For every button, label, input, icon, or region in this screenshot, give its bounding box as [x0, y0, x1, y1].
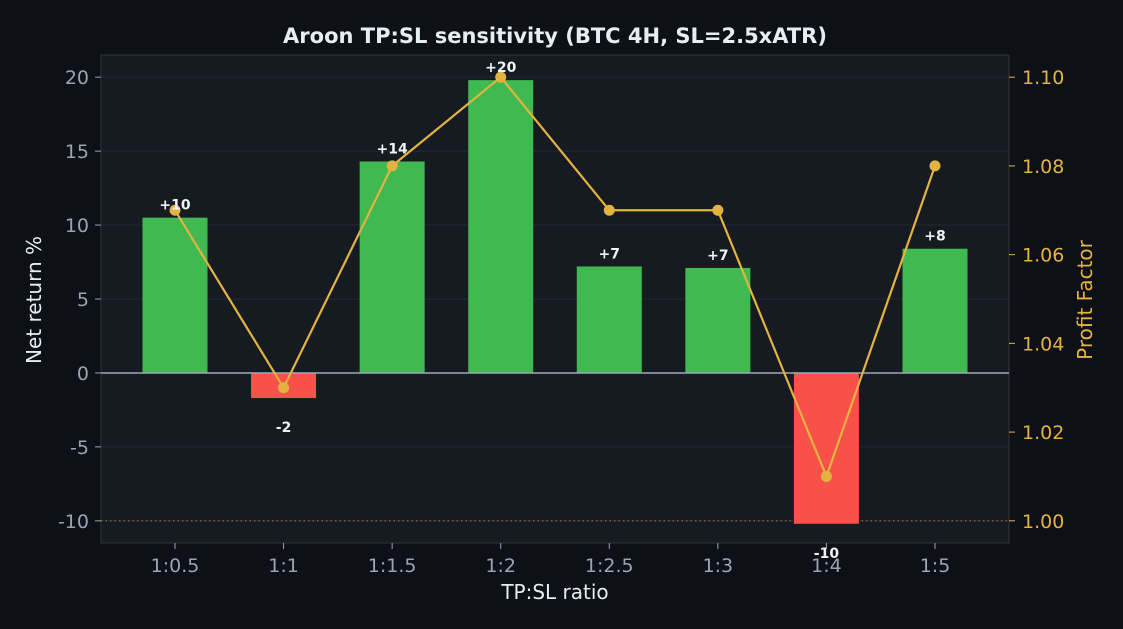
- profit-factor-line: [174, 76, 937, 478]
- bar: [142, 217, 208, 373]
- bar-data-label: +7: [599, 246, 620, 262]
- bar: [468, 80, 534, 373]
- axes-layer: -10 -5 0 5 10 15 20 1.00 1.02 1.04 1.06 1.08 1.10 1:0…: [58, 67, 1064, 577]
- profit-factor-point: [495, 71, 507, 83]
- y-axis-title: Net return %: [22, 236, 46, 364]
- bar-data-label: +7: [707, 248, 728, 264]
- x-tick-label: 1:3: [703, 555, 734, 577]
- profit-factor-point: [820, 470, 832, 482]
- x-tick-label: 1:1: [268, 555, 299, 577]
- bar-data-label: +8: [924, 229, 945, 245]
- profit-factor-point: [603, 204, 615, 216]
- labels-layer: +10 -2 +14 +20 +7 +7 -10 +8: [159, 60, 945, 562]
- y-tick-label: 0: [77, 363, 89, 385]
- y2-axis-title: Profit Factor: [1073, 239, 1097, 360]
- bar: [359, 161, 425, 373]
- bar: [685, 267, 751, 373]
- profit-factor-point: [712, 204, 724, 216]
- bar: [793, 372, 859, 524]
- y2-tick-label: 1.06: [1022, 245, 1064, 267]
- chart-title: Aroon TP:SL sensitivity (BTC 4H, SL=2.5x…: [283, 24, 827, 48]
- y2-tick-label: 1.10: [1022, 67, 1064, 89]
- x-axis-title: TP:SL ratio: [500, 580, 608, 604]
- bar: [902, 248, 968, 373]
- y-tick-label: 10: [65, 215, 89, 237]
- y2-tick-label: 1.08: [1022, 156, 1064, 178]
- bar-data-label: +20: [485, 60, 516, 76]
- x-tick-label: 1:0.5: [151, 555, 200, 577]
- y-tick-label: 5: [77, 289, 89, 311]
- y-tick-label: -5: [70, 437, 89, 459]
- y2-tick-label: 1.04: [1022, 333, 1064, 355]
- bar: [576, 266, 642, 373]
- bar-data-label: +10: [159, 198, 190, 214]
- bar-data-label: -10: [814, 546, 840, 562]
- y2-tick-label: 1.02: [1022, 422, 1064, 444]
- bar-data-label: -2: [276, 420, 292, 436]
- x-tick-label: 1:5: [920, 555, 951, 577]
- y2-tick-label: 1.00: [1022, 511, 1064, 533]
- x-tick-label: 1:2: [485, 555, 516, 577]
- profit-factor-point: [929, 160, 941, 172]
- bar-data-label: +14: [377, 141, 408, 157]
- bars-layer: [101, 80, 1009, 524]
- x-tick-label: 1:1.5: [368, 555, 417, 577]
- x-tick-label: 1:4: [811, 555, 842, 577]
- line-layer: [169, 71, 941, 482]
- y-tick-label: -10: [58, 511, 89, 533]
- y-tick-label: 15: [65, 141, 89, 163]
- x-tick-label: 1:2.5: [585, 555, 634, 577]
- profit-factor-point: [169, 204, 181, 216]
- y-tick-label: 20: [65, 67, 89, 89]
- profit-factor-point: [278, 382, 290, 394]
- profit-factor-point: [386, 160, 398, 172]
